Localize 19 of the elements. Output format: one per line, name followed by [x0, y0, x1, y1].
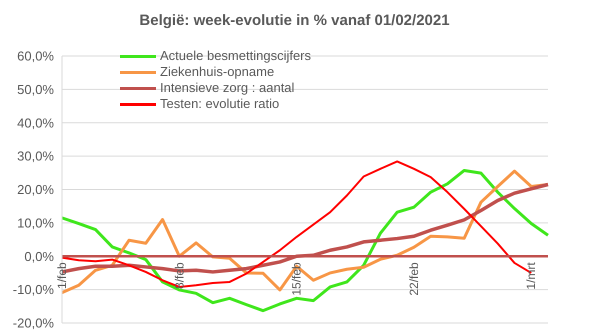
x-tick-label: 22/feb	[406, 262, 421, 296]
y-tick-label: 10,0%	[17, 215, 54, 230]
legend-label: Intensieve zorg : aantal	[160, 80, 294, 96]
y-tick-label: 60,0%	[17, 48, 54, 64]
y-tick-label: 30,0%	[17, 148, 54, 164]
legend-label: Actuele besmettingscijfers	[160, 48, 312, 64]
x-tick-label: 15/feb	[290, 262, 304, 296]
x-tick-label: 1/feb	[55, 262, 69, 289]
legend-label: Ziekenhuis-opname	[160, 64, 274, 80]
y-tick-label: 20,0%	[17, 182, 54, 198]
chart-title: België: week-evolutie in % vanaf 01/02/2021	[138, 12, 451, 29]
x-tick-label: 1/mrt	[524, 262, 538, 290]
y-tick-label: -10,0%	[12, 282, 54, 298]
legend-label: Testen: evolutie ratio	[160, 96, 280, 112]
x-tick-label: 8/feb	[172, 262, 186, 289]
y-tick-label: 50,0%	[17, 82, 54, 97]
y-tick-label: -20,0%	[12, 316, 54, 331]
y-tick-label: 0,0%	[24, 248, 54, 264]
y-tick-label: 40,0%	[17, 115, 54, 130]
